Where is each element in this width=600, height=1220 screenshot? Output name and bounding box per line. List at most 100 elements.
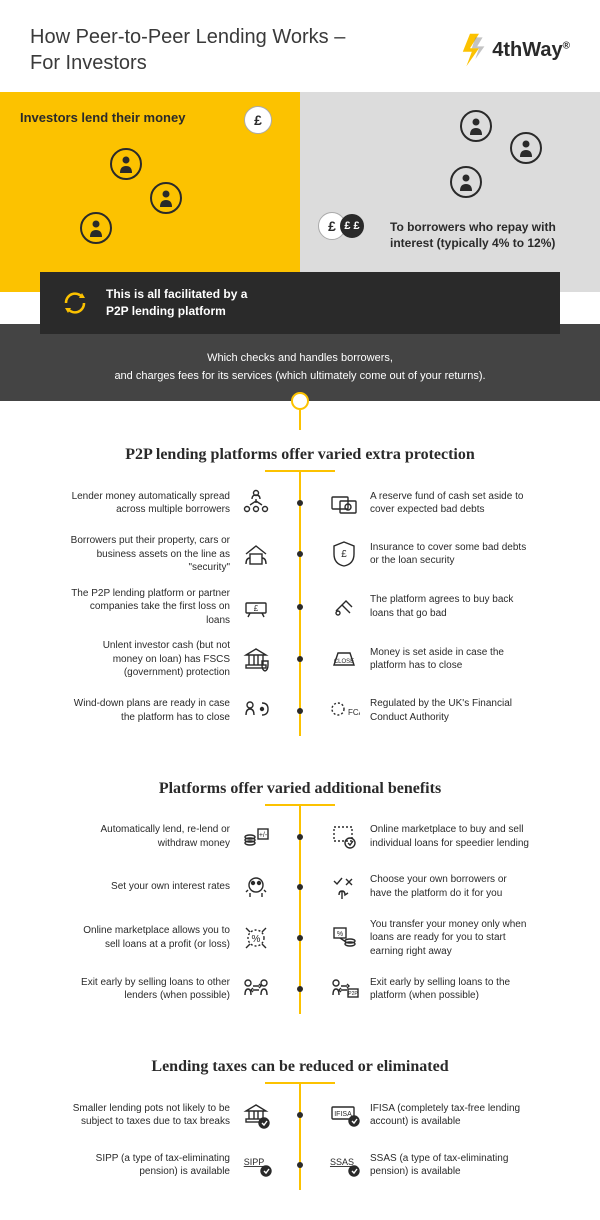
svg-text:SIPP: SIPP	[244, 1157, 265, 1167]
row-dot	[297, 935, 303, 941]
benefits-row: Set your own interest rates Choose your …	[30, 862, 570, 912]
row-text: Insurance to cover some bad debts or the…	[370, 541, 530, 568]
fscs-icon	[238, 641, 274, 677]
hero-panel: Investors lend their money £ £ £ £	[0, 92, 600, 292]
reserve-icon	[326, 485, 362, 521]
person-icon	[150, 182, 182, 214]
row-dot	[297, 500, 303, 506]
checks-banner: Which checks and handles borrowers, and …	[0, 324, 600, 401]
row-dot	[297, 551, 303, 557]
protection-grid: Lender money automatically spread across…	[30, 478, 570, 736]
svg-text:FCA: FCA	[348, 708, 360, 717]
winddown-icon	[238, 693, 274, 729]
cycle-icon	[58, 286, 92, 320]
rates-icon	[238, 869, 274, 905]
t-connector	[265, 470, 335, 478]
row-text: Regulated by the UK's Financial Conduct …	[370, 697, 530, 724]
benefits-row: Exit early by selling loans to other len…	[30, 964, 570, 1014]
pound-icon: £	[244, 106, 272, 134]
header: How Peer-to-Peer Lending Works – For Inv…	[0, 0, 600, 92]
fca-icon: FCA	[326, 693, 362, 729]
tax-break-icon	[238, 1097, 274, 1133]
close-icon: CLOSE	[326, 641, 362, 677]
svg-text:SSAS: SSAS	[330, 1157, 354, 1167]
row-text: Smaller lending pots not likely to be su…	[70, 1102, 230, 1129]
row-dot	[297, 656, 303, 662]
row-text: Exit early by selling loans to the platf…	[370, 976, 530, 1003]
protection-row: Lender money automatically spread across…	[30, 478, 570, 528]
row-text: The P2P lending platform or partner comp…	[70, 587, 230, 628]
row-text: Exit early by selling loans to other len…	[70, 976, 230, 1003]
svg-text:£: £	[254, 604, 259, 613]
svg-text:IFISA: IFISA	[334, 1111, 352, 1118]
choose-icon	[326, 869, 362, 905]
auto-lend-icon: +/-	[238, 819, 274, 855]
section-title: Lending taxes can be reduced or eliminat…	[30, 1058, 570, 1076]
row-dot	[297, 834, 303, 840]
row-text: Online marketplace to buy and sell indiv…	[370, 823, 530, 850]
hero-investors-panel: Investors lend their money £	[0, 92, 300, 292]
person-icon	[450, 166, 482, 198]
row-dot	[297, 884, 303, 890]
row-text: The platform agrees to buy back loans th…	[370, 593, 530, 620]
section-taxes: Lending taxes can be reduced or eliminat…	[0, 1058, 600, 1220]
transfer-icon: %	[326, 920, 362, 956]
row-text: IFISA (completely tax-free lending accou…	[370, 1102, 530, 1129]
svg-text:%: %	[337, 931, 343, 938]
profit-icon: %	[238, 920, 274, 956]
person-icon	[510, 132, 542, 164]
infographic-container: How Peer-to-Peer Lending Works – For Inv…	[0, 0, 600, 1220]
svg-text:%: %	[252, 934, 261, 945]
section-title: Platforms offer varied additional benefi…	[30, 780, 570, 798]
brand-name: 4thWay®	[492, 39, 570, 62]
row-text: Lender money automatically spread across…	[70, 490, 230, 517]
page-title: How Peer-to-Peer Lending Works – For Inv…	[30, 24, 345, 76]
loss-icon: £	[238, 589, 274, 625]
row-text: SIPP (a type of tax-eliminating pension)…	[70, 1152, 230, 1179]
person-icon	[460, 110, 492, 142]
shield-icon: £	[326, 536, 362, 572]
protection-row: Borrowers put their property, cars or bu…	[30, 528, 570, 581]
ssas-icon: SSAS	[326, 1147, 362, 1183]
row-text: Choose your own borrowers or have the pl…	[370, 873, 530, 900]
row-dot	[297, 986, 303, 992]
person-icon	[110, 148, 142, 180]
row-dot	[297, 1112, 303, 1118]
benefits-grid: Automatically lend, re-lend or withdraw …	[30, 812, 570, 1015]
connector-dot	[291, 392, 309, 410]
spread-icon	[238, 485, 274, 521]
protection-row: Wind-down plans are ready in case the pl…	[30, 686, 570, 736]
person-icon	[80, 212, 112, 244]
borrowers-label: To borrowers who repay with interest (ty…	[390, 220, 570, 251]
buyback-icon	[326, 589, 362, 625]
svg-text:CLOSE: CLOSE	[334, 659, 354, 665]
security-icon	[238, 536, 274, 572]
row-dot	[297, 604, 303, 610]
pound-icon: £ £	[340, 214, 364, 238]
investors-label: Investors lend their money	[20, 110, 280, 125]
exit-platform-icon: P2P	[326, 971, 362, 1007]
row-dot	[297, 1162, 303, 1168]
section-protection: P2P lending platforms offer varied extra…	[0, 446, 600, 736]
section-benefits: Platforms offer varied additional benefi…	[0, 780, 600, 1015]
row-text: Borrowers put their property, cars or bu…	[70, 534, 230, 575]
checks-line-2: and charges fees for its services (which…	[40, 368, 560, 386]
taxes-row: SIPP (a type of tax-eliminating pension)…	[30, 1140, 570, 1190]
facilitator-text: This is all facilitated by a P2P lending…	[106, 286, 247, 320]
connector-line	[299, 410, 301, 430]
row-dot	[297, 708, 303, 714]
marketplace-icon	[326, 819, 362, 855]
checks-line-1: Which checks and handles borrowers,	[40, 350, 560, 368]
taxes-row: Smaller lending pots not likely to be su…	[30, 1090, 570, 1140]
brand-logo: 4thWay®	[452, 32, 570, 68]
taxes-grid: Smaller lending pots not likely to be su…	[30, 1090, 570, 1190]
section-title: P2P lending platforms offer varied extra…	[30, 446, 570, 464]
svg-text:£: £	[341, 549, 347, 560]
row-text: SSAS (a type of tax-eliminating pension)…	[370, 1152, 530, 1179]
sipp-icon: SIPP	[238, 1147, 274, 1183]
row-text: Unlent investor cash (but not money on l…	[70, 639, 230, 680]
exit-lenders-icon	[238, 971, 274, 1007]
row-text: Wind-down plans are ready in case the pl…	[70, 697, 230, 724]
protection-row: Unlent investor cash (but not money on l…	[30, 633, 570, 686]
benefits-row: Online marketplace allows you to sell lo…	[30, 912, 570, 965]
